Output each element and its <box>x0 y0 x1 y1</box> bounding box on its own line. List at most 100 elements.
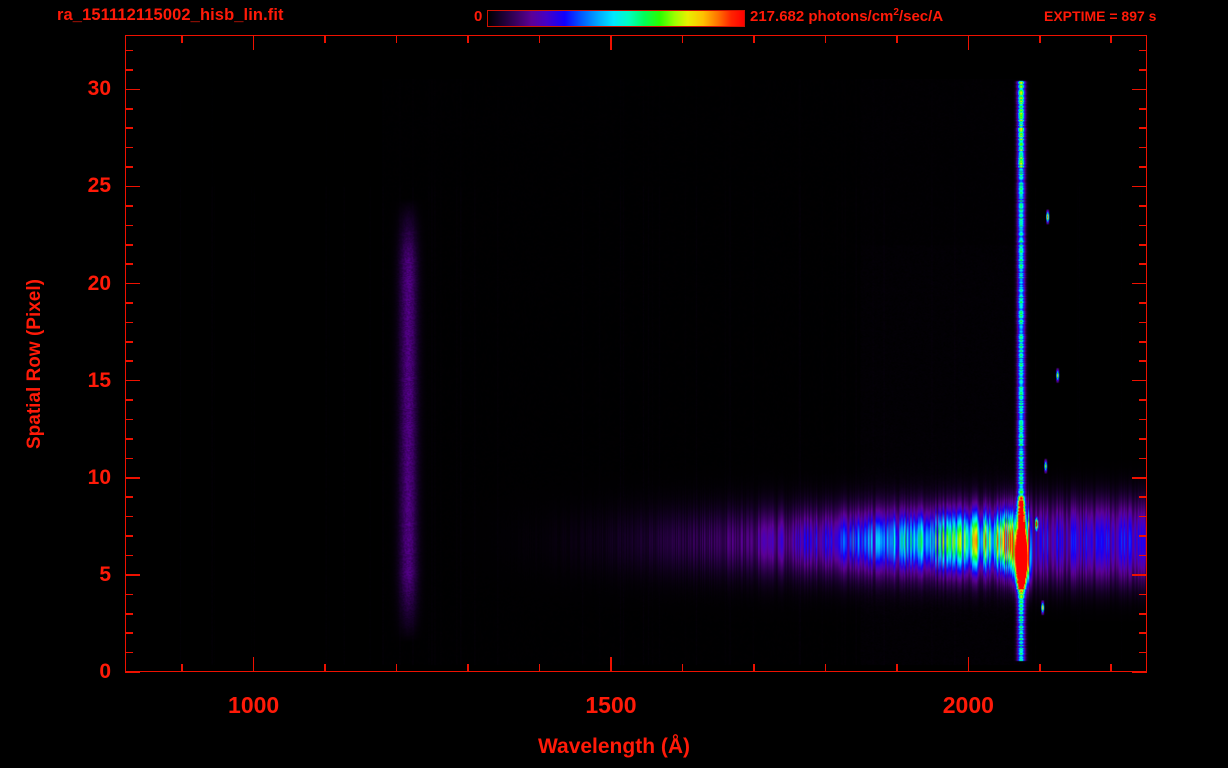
y-tick-minor-right <box>1139 496 1147 498</box>
y-tick-minor-right <box>1139 224 1147 227</box>
y-tick-minor-right <box>1139 263 1147 265</box>
y-tick-major <box>125 185 140 188</box>
y-tick-major-right <box>1132 476 1147 479</box>
colorbar-units-suffix: /sec/A <box>898 8 944 25</box>
y-tick-label: 0 <box>99 660 111 683</box>
colorbar-max-value: 217.682 photons/cm <box>750 8 894 25</box>
exptime-label: EXPTIME = 897 s <box>1044 8 1157 24</box>
y-tick-minor-right <box>1139 515 1147 518</box>
x-tick-minor <box>681 664 684 672</box>
x-tick-major <box>252 657 255 672</box>
y-tick-label: 20 <box>87 271 111 295</box>
x-tick-label: 2000 <box>942 692 994 718</box>
x-tick-label: 1500 <box>585 692 637 718</box>
y-tick-minor <box>125 554 133 557</box>
x-tick-minor-top <box>824 35 827 43</box>
x-tick-minor <box>538 664 541 672</box>
y-tick-minor-right <box>1139 554 1147 557</box>
y-tick-minor-right <box>1139 651 1147 654</box>
y-tick-minor <box>125 612 133 615</box>
y-tick-minor-right <box>1139 127 1147 129</box>
page-title: ra_151112115002_hisb_lin.fit <box>57 6 284 24</box>
x-tick-minor-top <box>324 35 326 43</box>
x-tick-major <box>610 657 612 672</box>
x-tick-minor-top <box>181 35 183 43</box>
y-tick-minor <box>125 49 133 52</box>
y-tick-minor-right <box>1139 49 1147 52</box>
x-tick-major <box>967 657 970 672</box>
x-tick-minor <box>896 664 898 672</box>
x-tick-major-top <box>967 35 970 50</box>
x-tick-minor-top <box>1110 35 1113 43</box>
y-tick-minor <box>125 651 133 654</box>
x-tick-minor <box>753 664 755 672</box>
y-tick-major <box>125 379 140 382</box>
y-tick-minor <box>125 438 133 440</box>
y-tick-minor-right <box>1139 243 1147 246</box>
y-tick-major-right <box>1132 185 1147 188</box>
plot-area <box>125 35 1147 672</box>
y-tick-minor <box>125 166 133 168</box>
y-tick-minor <box>125 593 133 596</box>
y-tick-major <box>125 574 140 576</box>
y-tick-minor <box>125 146 133 149</box>
y-tick-label: 15 <box>87 368 111 392</box>
colorbar <box>487 10 745 27</box>
y-tick-minor <box>125 263 133 265</box>
y-tick-minor <box>125 243 133 246</box>
y-tick-minor-right <box>1139 632 1147 634</box>
y-tick-minor <box>125 69 133 71</box>
y-axis-title: Spatial Row (Pixel) <box>24 279 45 449</box>
y-tick-minor-right <box>1139 205 1147 207</box>
y-tick-minor <box>125 457 133 460</box>
y-tick-minor-right <box>1139 69 1147 71</box>
y-tick-minor <box>125 341 133 343</box>
y-tick-major <box>125 476 140 479</box>
y-tick-minor-right <box>1139 535 1147 537</box>
x-tick-minor-top <box>1038 35 1041 43</box>
x-tick-minor-top <box>753 35 755 43</box>
y-tick-major-right <box>1132 282 1147 285</box>
y-tick-minor-right <box>1139 321 1147 324</box>
y-tick-minor <box>125 496 133 498</box>
colorbar-max-label: 217.682 photons/cm2/sec/A <box>750 7 943 25</box>
y-tick-minor <box>125 107 133 110</box>
x-tick-minor-top <box>896 35 898 43</box>
y-tick-label: 30 <box>87 77 111 101</box>
y-tick-major-right <box>1132 671 1147 673</box>
y-tick-major-right <box>1132 574 1147 576</box>
x-tick-minor <box>324 664 326 672</box>
y-tick-minor-right <box>1139 612 1147 615</box>
y-tick-minor-right <box>1139 399 1147 401</box>
y-tick-minor <box>125 360 133 363</box>
x-tick-label: 1000 <box>228 692 280 718</box>
spectrogram-image <box>126 36 1146 671</box>
x-tick-minor <box>181 664 183 672</box>
y-tick-minor <box>125 535 133 537</box>
x-tick-minor <box>467 664 469 672</box>
x-tick-minor <box>824 664 827 672</box>
y-tick-minor <box>125 224 133 227</box>
y-tick-minor-right <box>1139 418 1147 421</box>
y-tick-minor-right <box>1139 107 1147 110</box>
y-tick-minor-right <box>1139 457 1147 460</box>
y-tick-major <box>125 282 140 285</box>
x-tick-minor-top <box>395 35 398 43</box>
y-tick-minor <box>125 399 133 401</box>
y-tick-minor <box>125 418 133 421</box>
colorbar-min-label: 0 <box>474 8 483 25</box>
x-tick-minor <box>1110 664 1113 672</box>
x-tick-minor <box>395 664 398 672</box>
y-tick-minor <box>125 205 133 207</box>
y-tick-minor <box>125 127 133 129</box>
colorbar-units-exponent: 2 <box>893 7 899 18</box>
x-tick-minor-top <box>681 35 684 43</box>
y-tick-minor-right <box>1139 593 1147 596</box>
y-tick-minor-right <box>1139 341 1147 343</box>
y-tick-minor <box>125 321 133 324</box>
y-tick-label: 25 <box>87 174 111 198</box>
y-tick-major-right <box>1132 88 1147 91</box>
x-axis-title: Wavelength (Å) <box>537 735 691 758</box>
y-tick-minor-right <box>1139 146 1147 149</box>
y-tick-major <box>125 671 140 673</box>
